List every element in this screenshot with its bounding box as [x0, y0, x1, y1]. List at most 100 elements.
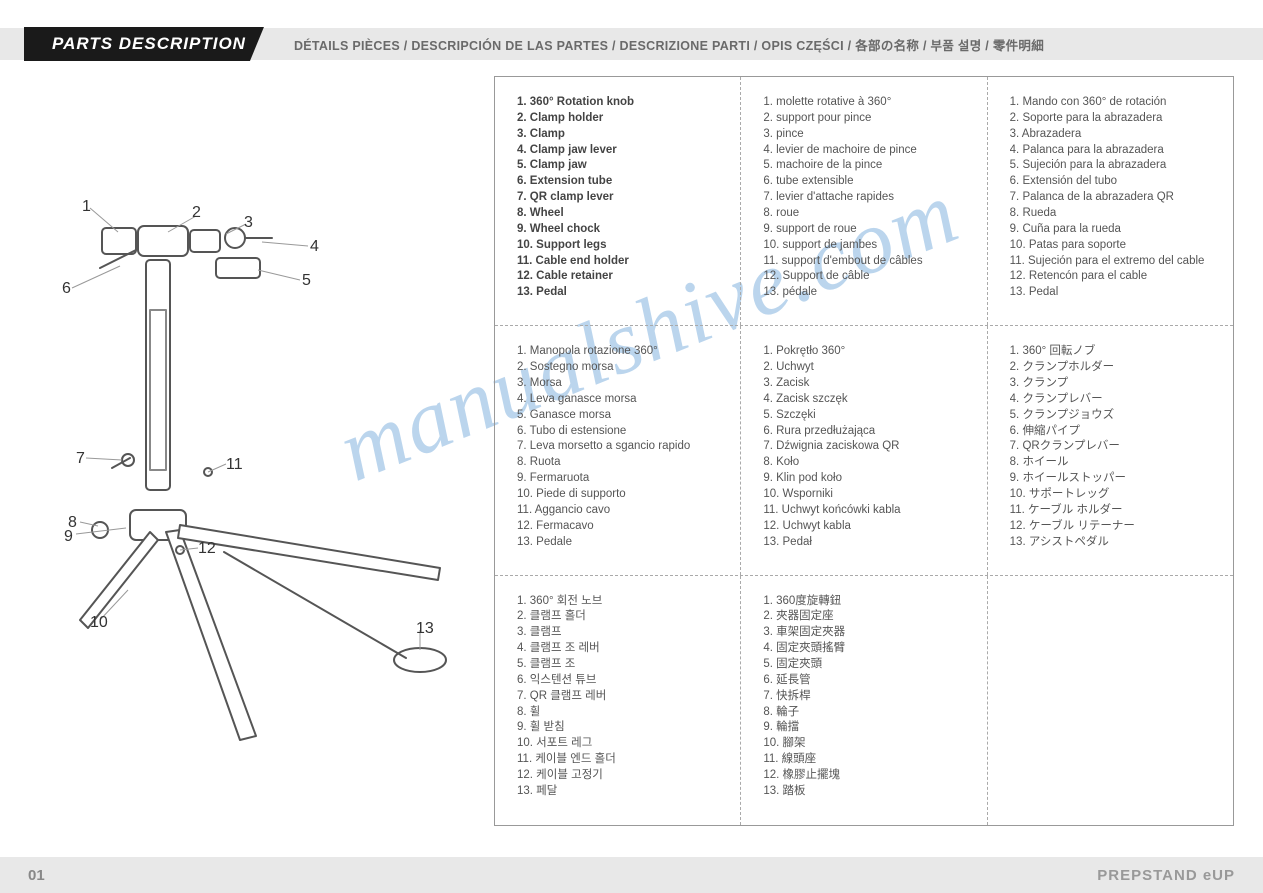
part-item: 11. 케이블 엔드 홀더	[517, 752, 726, 768]
part-item: 7. Palanca de la abrazadera QR	[1010, 190, 1219, 206]
part-item: 9. ホイールストッパー	[1010, 471, 1219, 487]
parts-diagram: 1 2 3 4 5 6 7 8 9 10 11 12 13	[40, 180, 480, 770]
part-item: 6. 伸縮パイプ	[1010, 424, 1219, 440]
part-item: 9. Wheel chock	[517, 222, 726, 238]
parts-table: 1. 360° Rotation knob2. Clamp holder3. C…	[494, 76, 1234, 826]
part-item: 11. Cable end holder	[517, 254, 726, 270]
part-item: 4. クランプレバー	[1010, 392, 1219, 408]
part-item: 7. Dźwignia zaciskowa QR	[763, 439, 972, 455]
part-item: 2. Uchwyt	[763, 360, 972, 376]
part-item: 9. 휠 받침	[517, 720, 726, 736]
part-item: 3. 車架固定夾器	[763, 625, 972, 641]
part-item: 11. 線頭座	[763, 752, 972, 768]
section-subtitle: DÉTAILS PIÈCES / DESCRIPCIÓN DE LAS PART…	[294, 35, 1044, 54]
part-item: 7. levier d'attache rapides	[763, 190, 972, 206]
callout-11: 11	[226, 456, 243, 474]
lang-col-it: 1. Manopola rotazione 360°2. Sostegno mo…	[495, 326, 741, 574]
lang-col-ja: 1. 360° 回転ノブ2. クランプホルダー3. クランプ4. クランプレバー…	[988, 326, 1233, 574]
part-item: 5. Clamp jaw	[517, 158, 726, 174]
callout-5: 5	[302, 272, 311, 290]
part-item: 11. Sujeción para el extremo del cable	[1010, 254, 1219, 270]
part-item: 5. machoire de la pince	[763, 158, 972, 174]
part-item: 4. Zacisk szczęk	[763, 392, 972, 408]
callout-6: 6	[62, 280, 71, 298]
part-item: 8. ホイール	[1010, 455, 1219, 471]
part-item: 11. Uchwyt końcówki kabla	[763, 503, 972, 519]
part-item: 6. Rura przedłużająca	[763, 424, 972, 440]
part-item: 13. Pedale	[517, 535, 726, 551]
callout-12: 12	[198, 540, 216, 558]
part-item: 5. クランプジョウズ	[1010, 408, 1219, 424]
part-item: 13. Pedal	[1010, 285, 1219, 301]
part-item: 4. Leva ganasce morsa	[517, 392, 726, 408]
part-item: 4. 固定夾頭搖臂	[763, 641, 972, 657]
part-item: 6. tube extensible	[763, 174, 972, 190]
part-item: 9. 輪擋	[763, 720, 972, 736]
part-item: 9. Fermaruota	[517, 471, 726, 487]
part-item: 1. 360度旋轉鈕	[763, 594, 972, 610]
part-item: 12. Fermacavo	[517, 519, 726, 535]
part-item: 10. 腳架	[763, 736, 972, 752]
part-item: 4. Palanca para la abrazadera	[1010, 143, 1219, 159]
part-item: 13. pédale	[763, 285, 972, 301]
part-item: 8. Rueda	[1010, 206, 1219, 222]
lang-col-fr: 1. molette rotative à 360°2. support pou…	[741, 77, 987, 325]
callout-7: 7	[76, 450, 85, 468]
part-item: 5. Ganasce morsa	[517, 408, 726, 424]
part-item: 10. 서포트 레그	[517, 736, 726, 752]
callout-2: 2	[192, 204, 201, 222]
part-item: 7. QR 클램프 레버	[517, 689, 726, 705]
part-item: 13. アシストペダル	[1010, 535, 1219, 551]
callout-10: 10	[90, 614, 108, 632]
table-row: 1. 360° 회전 노브2. 클램프 홀더3. 클램프4. 클램프 조 레버5…	[495, 576, 1233, 825]
part-item: 7. QR clamp lever	[517, 190, 726, 206]
part-item: 10. サポートレッグ	[1010, 487, 1219, 503]
section-title: PARTS DESCRIPTION	[24, 27, 264, 61]
part-item: 12. Uchwyt kabla	[763, 519, 972, 535]
part-item: 13. 페달	[517, 784, 726, 800]
part-item: 3. クランプ	[1010, 376, 1219, 392]
part-item: 1. Pokrętło 360°	[763, 344, 972, 360]
part-item: 4. 클램프 조 레버	[517, 641, 726, 657]
part-item: 8. Koło	[763, 455, 972, 471]
part-item: 3. Morsa	[517, 376, 726, 392]
part-item: 11. support d'embout de câbles	[763, 254, 972, 270]
table-row: 1. 360° Rotation knob2. Clamp holder3. C…	[495, 77, 1233, 326]
lang-col-empty	[988, 576, 1233, 825]
part-item: 2. Sostegno morsa	[517, 360, 726, 376]
lang-col-en: 1. 360° Rotation knob2. Clamp holder3. C…	[495, 77, 741, 325]
part-item: 2. クランプホルダー	[1010, 360, 1219, 376]
part-item: 12. 케이블 고정기	[517, 768, 726, 784]
part-item: 3. pince	[763, 127, 972, 143]
part-item: 6. 익스텐션 튜브	[517, 673, 726, 689]
part-item: 1. 360° 회전 노브	[517, 594, 726, 610]
callout-9: 9	[64, 528, 73, 546]
product-name: PREPSTAND eUP	[1097, 867, 1235, 884]
part-item: 2. support pour pince	[763, 111, 972, 127]
stand-illustration	[40, 180, 480, 770]
part-item: 7. Leva morsetto a sgancio rapido	[517, 439, 726, 455]
lang-col-zh: 1. 360度旋轉鈕2. 夾器固定座3. 車架固定夾器4. 固定夾頭搖臂5. 固…	[741, 576, 987, 825]
part-item: 5. Szczęki	[763, 408, 972, 424]
table-row: 1. Manopola rotazione 360°2. Sostegno mo…	[495, 326, 1233, 575]
part-item: 8. roue	[763, 206, 972, 222]
lang-col-es: 1. Mando con 360° de rotación2. Soporte …	[988, 77, 1233, 325]
part-item: 8. 휠	[517, 705, 726, 721]
part-item: 10. Patas para soporte	[1010, 238, 1219, 254]
part-item: 10. Piede di supporto	[517, 487, 726, 503]
part-item: 2. 夾器固定座	[763, 609, 972, 625]
part-item: 10. support de jambes	[763, 238, 972, 254]
part-item: 12. ケーブル リテーナー	[1010, 519, 1219, 535]
part-item: 1. 360° Rotation knob	[517, 95, 726, 111]
callout-4: 4	[310, 238, 319, 256]
lang-col-ko: 1. 360° 회전 노브2. 클램프 홀더3. 클램프4. 클램프 조 레버5…	[495, 576, 741, 825]
part-item: 2. Soporte para la abrazadera	[1010, 111, 1219, 127]
part-item: 3. Abrazadera	[1010, 127, 1219, 143]
part-item: 6. Tubo di estensione	[517, 424, 726, 440]
part-item: 1. Manopola rotazione 360°	[517, 344, 726, 360]
part-item: 5. 클램프 조	[517, 657, 726, 673]
part-item: 13. Pedal	[517, 285, 726, 301]
part-item: 12. Retencón para el cable	[1010, 269, 1219, 285]
page-number: 01	[28, 867, 45, 884]
header-bar: PARTS DESCRIPTION DÉTAILS PIÈCES / DESCR…	[0, 28, 1263, 60]
